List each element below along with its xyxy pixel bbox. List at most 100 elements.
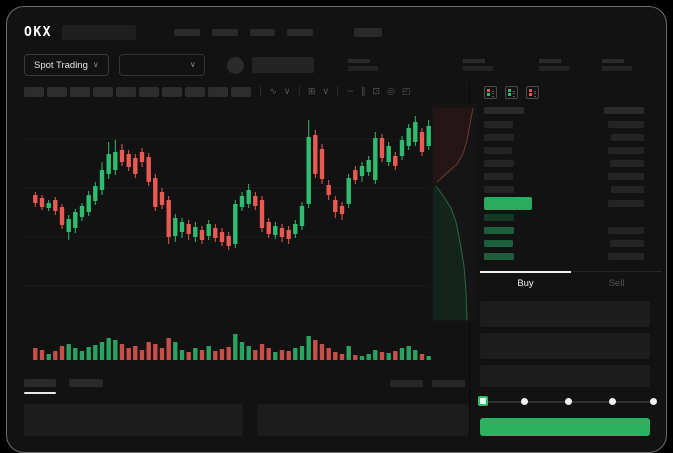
book-bids-only-icon[interactable] bbox=[505, 86, 518, 99]
orderbook-bid-row[interactable] bbox=[484, 211, 644, 224]
market-type-label: Spot Trading bbox=[34, 59, 88, 71]
order-input-placeholder[interactable] bbox=[480, 365, 650, 387]
slider-handle[interactable] bbox=[478, 396, 488, 406]
buy-submit-button[interactable] bbox=[480, 418, 650, 436]
volume-bar bbox=[366, 354, 371, 360]
interval-button-placeholder[interactable] bbox=[185, 87, 205, 97]
nav-item-placeholder[interactable] bbox=[211, 28, 238, 36]
orderbook-bid-row[interactable] bbox=[484, 237, 644, 250]
volume-bar bbox=[93, 345, 98, 360]
chart-section: | ∿ ∨ | ⊞ ∨ | ~ ∥ ⊡ ◎ ◰ bbox=[8, 82, 476, 436]
active-tab-indicator bbox=[24, 392, 56, 394]
interval-button-placeholder[interactable] bbox=[231, 87, 251, 97]
parallel-lines-icon[interactable]: ∥ bbox=[360, 86, 366, 97]
book-asks-only-icon[interactable] bbox=[526, 86, 539, 99]
interval-button-placeholder[interactable] bbox=[24, 87, 44, 97]
nav-item-placeholder[interactable] bbox=[173, 28, 200, 36]
chevron-down-icon[interactable]: ∨ bbox=[322, 86, 330, 97]
bottom-action-placeholder[interactable] bbox=[432, 379, 465, 387]
orderbook-ask-row[interactable] bbox=[484, 183, 644, 196]
orderbook-bid-row[interactable] bbox=[484, 250, 644, 263]
interval-button-placeholder[interactable] bbox=[162, 87, 182, 97]
interval-button-placeholder[interactable] bbox=[208, 87, 228, 97]
candle-body bbox=[353, 170, 358, 180]
fullscreen-icon[interactable]: ◰ bbox=[401, 86, 411, 97]
candle-body bbox=[199, 230, 205, 240]
bid-price-placeholder bbox=[484, 253, 514, 260]
candle-body bbox=[219, 232, 225, 242]
candle-body bbox=[319, 149, 325, 179]
interval-button-placeholder[interactable] bbox=[116, 87, 136, 97]
candle-body bbox=[279, 228, 285, 237]
order-input-placeholder[interactable] bbox=[480, 333, 650, 359]
volume-bar bbox=[266, 348, 271, 360]
volume-bar bbox=[333, 352, 338, 360]
volume-bar bbox=[326, 348, 331, 360]
candle-body bbox=[399, 140, 405, 156]
market-type-selector[interactable]: Spot Trading ∨ bbox=[24, 54, 109, 76]
volume-bar bbox=[86, 347, 91, 360]
candle-body bbox=[146, 157, 151, 182]
tab-buy[interactable]: Buy bbox=[517, 278, 534, 289]
slider-stop[interactable] bbox=[521, 398, 528, 405]
ask-price-placeholder bbox=[484, 173, 513, 180]
candle-body bbox=[293, 224, 298, 234]
chevron-down-icon[interactable]: ∨ bbox=[283, 86, 291, 97]
volume-bar bbox=[373, 350, 378, 360]
volume-bar bbox=[59, 346, 65, 360]
volume-bar bbox=[186, 352, 191, 360]
icon-bar-bottom bbox=[508, 93, 511, 96]
volume-bar bbox=[133, 346, 138, 360]
order-input-placeholder[interactable] bbox=[480, 301, 650, 327]
interval-button-placeholder[interactable] bbox=[47, 87, 67, 97]
orderbook-ask-row[interactable] bbox=[484, 131, 644, 144]
volume-bar bbox=[146, 342, 151, 360]
amount-slider[interactable] bbox=[478, 395, 657, 409]
book-combined-icon[interactable] bbox=[484, 86, 497, 99]
slider-stop[interactable] bbox=[609, 398, 616, 405]
volume-bar bbox=[33, 348, 38, 360]
candle-body bbox=[379, 138, 385, 158]
nav-item-placeholder[interactable] bbox=[353, 27, 382, 37]
orderbook-ask-row[interactable] bbox=[484, 170, 644, 183]
slider-stop[interactable] bbox=[650, 398, 657, 405]
ask-price-placeholder bbox=[484, 147, 512, 154]
nav-item-placeholder[interactable] bbox=[249, 28, 275, 36]
orderbook-bid-row[interactable] bbox=[484, 224, 644, 237]
bottom-tab-active[interactable] bbox=[24, 379, 56, 387]
volume-bar bbox=[406, 346, 411, 360]
bottom-tab[interactable] bbox=[69, 379, 103, 387]
header-title-placeholder bbox=[61, 24, 136, 40]
interval-button-placeholder[interactable] bbox=[93, 87, 113, 97]
line-tool-icon[interactable]: ~ bbox=[346, 86, 354, 97]
candle-body bbox=[139, 152, 145, 162]
tab-sell[interactable]: Sell bbox=[608, 278, 625, 289]
chart-style-icon[interactable]: ∿ bbox=[269, 86, 277, 97]
volume-bar bbox=[206, 346, 211, 360]
camera-icon[interactable]: ⊡ bbox=[372, 86, 380, 97]
pair-selector-dropdown[interactable]: ∨ bbox=[118, 54, 205, 76]
volume-bar bbox=[119, 344, 125, 360]
orderbook-ask-row[interactable] bbox=[484, 118, 644, 131]
candlestick-chart[interactable] bbox=[24, 102, 476, 364]
candle-body bbox=[153, 178, 158, 207]
stat-value-placeholder bbox=[462, 66, 493, 71]
stat-value-placeholder bbox=[347, 66, 378, 71]
candle-body bbox=[126, 154, 131, 167]
interval-button-placeholder[interactable] bbox=[70, 87, 90, 97]
candle-body bbox=[259, 200, 265, 228]
slider-stop[interactable] bbox=[565, 398, 572, 405]
volume-bar bbox=[306, 336, 311, 360]
orderbook-ask-row[interactable] bbox=[484, 157, 644, 170]
candle-body bbox=[193, 227, 198, 237]
indicators-icon[interactable]: ⊞ bbox=[307, 86, 316, 97]
bottom-action-placeholder[interactable] bbox=[390, 379, 423, 387]
nav-item-placeholder[interactable] bbox=[286, 28, 313, 36]
last-price-row[interactable] bbox=[484, 196, 644, 211]
volume-bar bbox=[286, 351, 291, 360]
timer-icon[interactable]: ◎ bbox=[387, 86, 395, 97]
orderbook-ask-row[interactable] bbox=[484, 144, 644, 157]
candle-body bbox=[239, 196, 245, 207]
interval-button-placeholder[interactable] bbox=[139, 87, 159, 97]
candle-body bbox=[313, 135, 318, 174]
